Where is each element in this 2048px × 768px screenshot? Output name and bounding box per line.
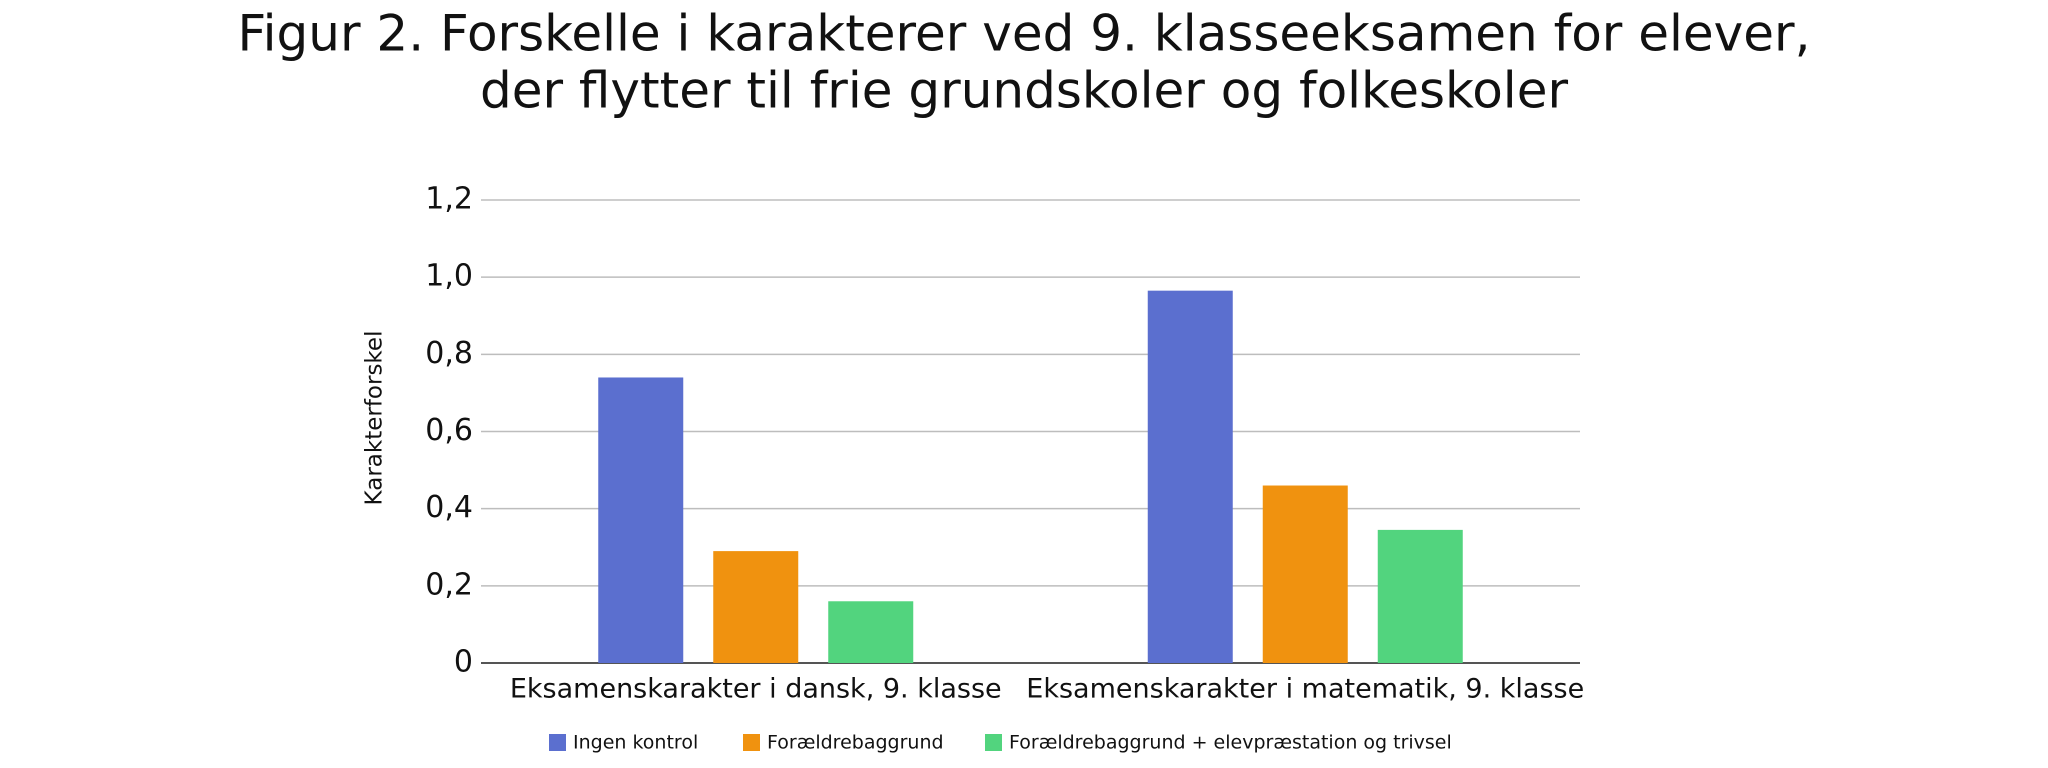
y-tick-label: 0,4 bbox=[425, 490, 473, 525]
y-tick-label: 1,0 bbox=[425, 259, 473, 294]
chart-title: Figur 2. Forskelle i karakterer ved 9. k… bbox=[238, 5, 1811, 63]
legend-label: Forældrebaggrund + elevpræstation og tri… bbox=[1009, 732, 1452, 754]
legend-swatch bbox=[743, 734, 760, 751]
legend-label: Ingen kontrol bbox=[573, 732, 698, 754]
bar bbox=[598, 377, 684, 663]
y-tick-label: 0,6 bbox=[425, 413, 473, 448]
bar bbox=[828, 601, 914, 663]
y-axis-title: Karakterforskel bbox=[362, 331, 388, 506]
y-tick-label: 0,2 bbox=[425, 567, 473, 602]
legend-swatch bbox=[985, 734, 1002, 751]
chart-title: der flytter til frie grundskoler og folk… bbox=[480, 62, 1568, 120]
legend-label: Forældrebaggrund bbox=[767, 732, 944, 754]
y-tick-label: 0 bbox=[454, 645, 473, 680]
y-tick-label: 0,8 bbox=[425, 336, 473, 371]
x-tick-label: Eksamenskarakter i matematik, 9. klasse bbox=[1026, 674, 1584, 705]
bar bbox=[1377, 529, 1463, 663]
bar bbox=[713, 551, 799, 663]
x-tick-label: Eksamenskarakter i dansk, 9. klasse bbox=[510, 674, 1002, 705]
y-tick-label: 1,2 bbox=[425, 182, 473, 217]
bar bbox=[1147, 290, 1233, 663]
legend-swatch bbox=[549, 734, 566, 751]
bar bbox=[1262, 485, 1348, 663]
